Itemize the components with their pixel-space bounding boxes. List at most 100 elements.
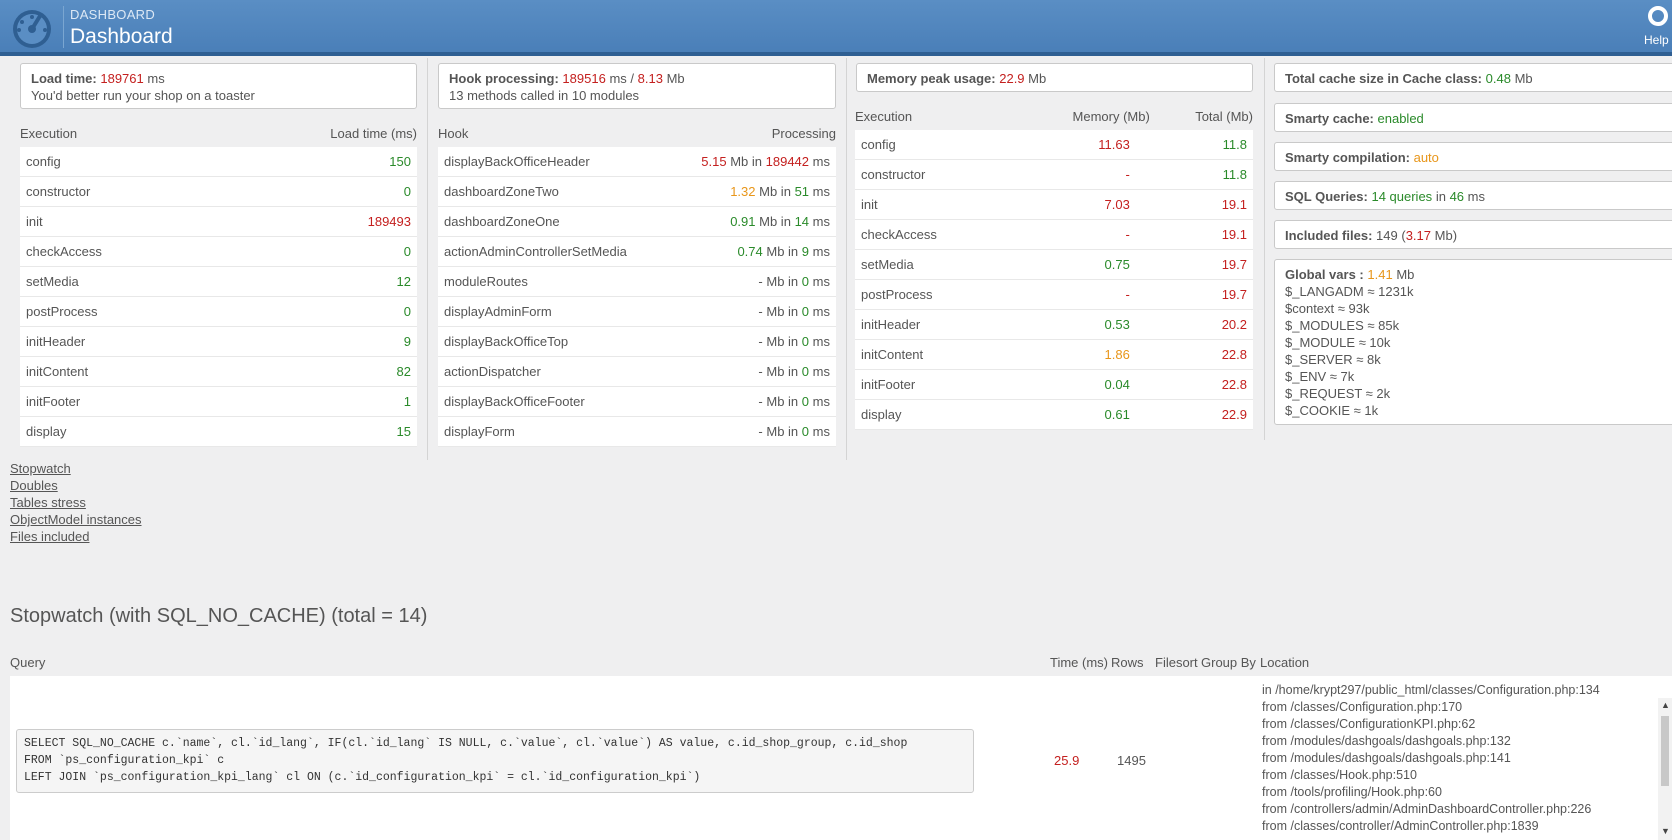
execution-name: checkAccess xyxy=(855,219,1012,250)
hook-mb: 0.74 xyxy=(737,244,763,259)
global-var-item: $_COOKIE ≈ 1k xyxy=(1285,403,1379,418)
hook-mb-word: Mb in xyxy=(766,274,799,289)
hook-processing-box: Hook processing: 189516 ms / 8.13 Mb 13 … xyxy=(438,63,836,109)
table-row: checkAccess -19.1 xyxy=(855,219,1253,250)
table-row: display 15 xyxy=(20,416,417,447)
table-row: displayForm - Mb in 0 ms xyxy=(438,416,836,447)
stopwatch-title: Stopwatch (with SQL_NO_CACHE) (total = 1… xyxy=(10,605,428,627)
total-value: 19.7 xyxy=(1149,279,1253,310)
sql-query-code: SELECT SQL_NO_CACHE c.`name`, cl.`id_lan… xyxy=(16,729,974,793)
hook-name: displayBackOfficeTop xyxy=(438,326,670,357)
hook-processing-cell: - Mb in 0 ms xyxy=(669,326,836,357)
hook-ms-word: ms xyxy=(812,184,830,199)
table-row: displayAdminForm - Mb in 0 ms xyxy=(438,296,836,327)
link-tables-stress[interactable]: Tables stress xyxy=(10,495,86,510)
page-title: Dashboard xyxy=(70,25,173,48)
scroll-up-icon[interactable]: ▲ xyxy=(1661,700,1670,710)
dashboard-gauge-icon[interactable] xyxy=(10,8,54,48)
hook-processing-cell: - Mb in 0 ms xyxy=(669,416,836,447)
hook-ms-word: ms xyxy=(812,214,830,229)
location-scrollbar[interactable]: ▲ ▼ xyxy=(1658,698,1672,840)
link-objectmodel-instances[interactable]: ObjectModel instances xyxy=(10,512,142,527)
hook-name: dashboardZoneOne xyxy=(438,206,670,237)
cache-size-box: Total cache size in Cache class: 0.48 Mb xyxy=(1274,63,1672,92)
hook-ms: 0 xyxy=(801,334,810,349)
hook-ms: 9 xyxy=(801,244,810,259)
table-row: initFooter 1 xyxy=(20,386,417,417)
table-row: initContent 1.86 22.8 xyxy=(855,339,1253,370)
hook-ms-word: ms xyxy=(812,244,830,259)
global-var-item: $_ENV ≈ 7k xyxy=(1285,369,1355,384)
global-vars-value: 1.41 xyxy=(1367,267,1393,282)
hook-processing-ms: 189516 xyxy=(562,71,606,86)
table-row: dashboardZoneOne 0.91 Mb in 14 ms xyxy=(438,206,836,237)
hook-processing-mb: 8.13 xyxy=(637,71,663,86)
table-row: constructor -11.8 xyxy=(855,159,1253,190)
included-files-open: ( xyxy=(1401,228,1406,243)
total-value: 22.8 xyxy=(1149,339,1253,370)
total-value: 19.7 xyxy=(1149,249,1253,280)
stopwatch-table-header: Query Time (ms) Rows Filesort Group By L… xyxy=(10,648,1672,676)
cache-size-label: Total cache size in Cache class: xyxy=(1285,71,1483,86)
memory-value: 0.53 xyxy=(1011,309,1150,340)
load-time-value: 1 xyxy=(219,386,417,417)
table-row: config 150 xyxy=(20,147,417,177)
hook-mb-word: Mb in xyxy=(766,424,799,439)
table-row: moduleRoutes - Mb in 0 ms xyxy=(438,266,836,297)
load-time-value: 0 xyxy=(219,296,417,327)
table-row: dashboardZoneTwo 1.32 Mb in 51 ms xyxy=(438,176,836,207)
execution-name: postProcess xyxy=(855,279,1012,310)
memory-value: 1.86 xyxy=(1011,339,1150,370)
table-row: initContent 82 xyxy=(20,356,417,387)
load-time-unit: ms xyxy=(147,71,165,86)
link-doubles[interactable]: Doubles xyxy=(10,478,58,493)
query-rows: 1495 xyxy=(1117,753,1146,768)
global-vars-list: $_LANGADM ≈ 1231k $context ≈ 93k $_MODULES… xyxy=(1285,283,1672,419)
hook-processing-cell: 1.32 Mb in 51 ms xyxy=(669,176,836,207)
hook-ms: 0 xyxy=(801,424,810,439)
col-group-by: Group By xyxy=(1201,655,1256,670)
execution-name: init xyxy=(20,206,220,237)
hook-mb: - xyxy=(758,394,763,409)
hook-mb: - xyxy=(758,274,763,289)
execution-name: initFooter xyxy=(855,369,1012,400)
col-hook: Hook xyxy=(438,126,469,141)
breadcrumb[interactable]: DASHBOARD xyxy=(70,7,156,22)
memory-peak-value: 22.9 xyxy=(999,71,1025,86)
link-stopwatch[interactable]: Stopwatch xyxy=(10,461,71,476)
sql-queries-label: SQL Queries: xyxy=(1285,189,1368,204)
table-row: initHeader 0.53 20.2 xyxy=(855,309,1253,340)
memory-peak-unit: Mb xyxy=(1028,71,1047,86)
global-var-item: $_REQUEST ≈ 2k xyxy=(1285,386,1391,401)
col-filesort: Filesort xyxy=(1155,655,1198,670)
table-row: displayBackOfficeFooter - Mb in 0 ms xyxy=(438,386,836,417)
hook-name: actionDispatcher xyxy=(438,356,670,387)
execution-name: display xyxy=(20,416,220,447)
help-button[interactable]: Help xyxy=(1642,4,1672,50)
hook-mb: 5.15 xyxy=(701,154,727,169)
sql-queries-unit: ms xyxy=(1467,189,1485,204)
table-row: initHeader 9 xyxy=(20,326,417,357)
table-row: displayBackOfficeTop - Mb in 0 ms xyxy=(438,326,836,357)
memory-value: 0.61 xyxy=(1011,399,1150,430)
smarty-compilation-box: Smarty compilation: auto xyxy=(1274,142,1672,171)
page-header: DASHBOARD Dashboard Help xyxy=(0,0,1672,56)
scroll-thumb[interactable] xyxy=(1661,716,1669,786)
global-var-item: $_MODULES ≈ 85k xyxy=(1285,318,1400,333)
table-row: setMedia 12 xyxy=(20,266,417,297)
load-time-value: 0 xyxy=(219,176,417,207)
global-var-item: $_SERVER ≈ 8k xyxy=(1285,352,1381,367)
total-value: 11.8 xyxy=(1149,159,1253,190)
sql-queries-box: SQL Queries: 14 queries in 46 ms xyxy=(1274,181,1672,210)
global-var-item: $_MODULE ≈ 10k xyxy=(1285,335,1391,350)
column-divider xyxy=(846,58,847,460)
link-files-included[interactable]: Files included xyxy=(10,529,90,544)
scroll-down-icon[interactable]: ▼ xyxy=(1661,826,1670,836)
hook-processing-cell: - Mb in 0 ms xyxy=(669,296,836,327)
hook-processing-cell: 0.74 Mb in 9 ms xyxy=(669,236,836,267)
load-time-value: 12 xyxy=(219,266,417,297)
hook-processing-cell: 5.15 Mb in 189442 ms xyxy=(669,147,836,177)
hook-ms: 0 xyxy=(801,274,810,289)
memory-value: 0.75 xyxy=(1011,249,1150,280)
smarty-compilation-value: auto xyxy=(1413,150,1439,165)
